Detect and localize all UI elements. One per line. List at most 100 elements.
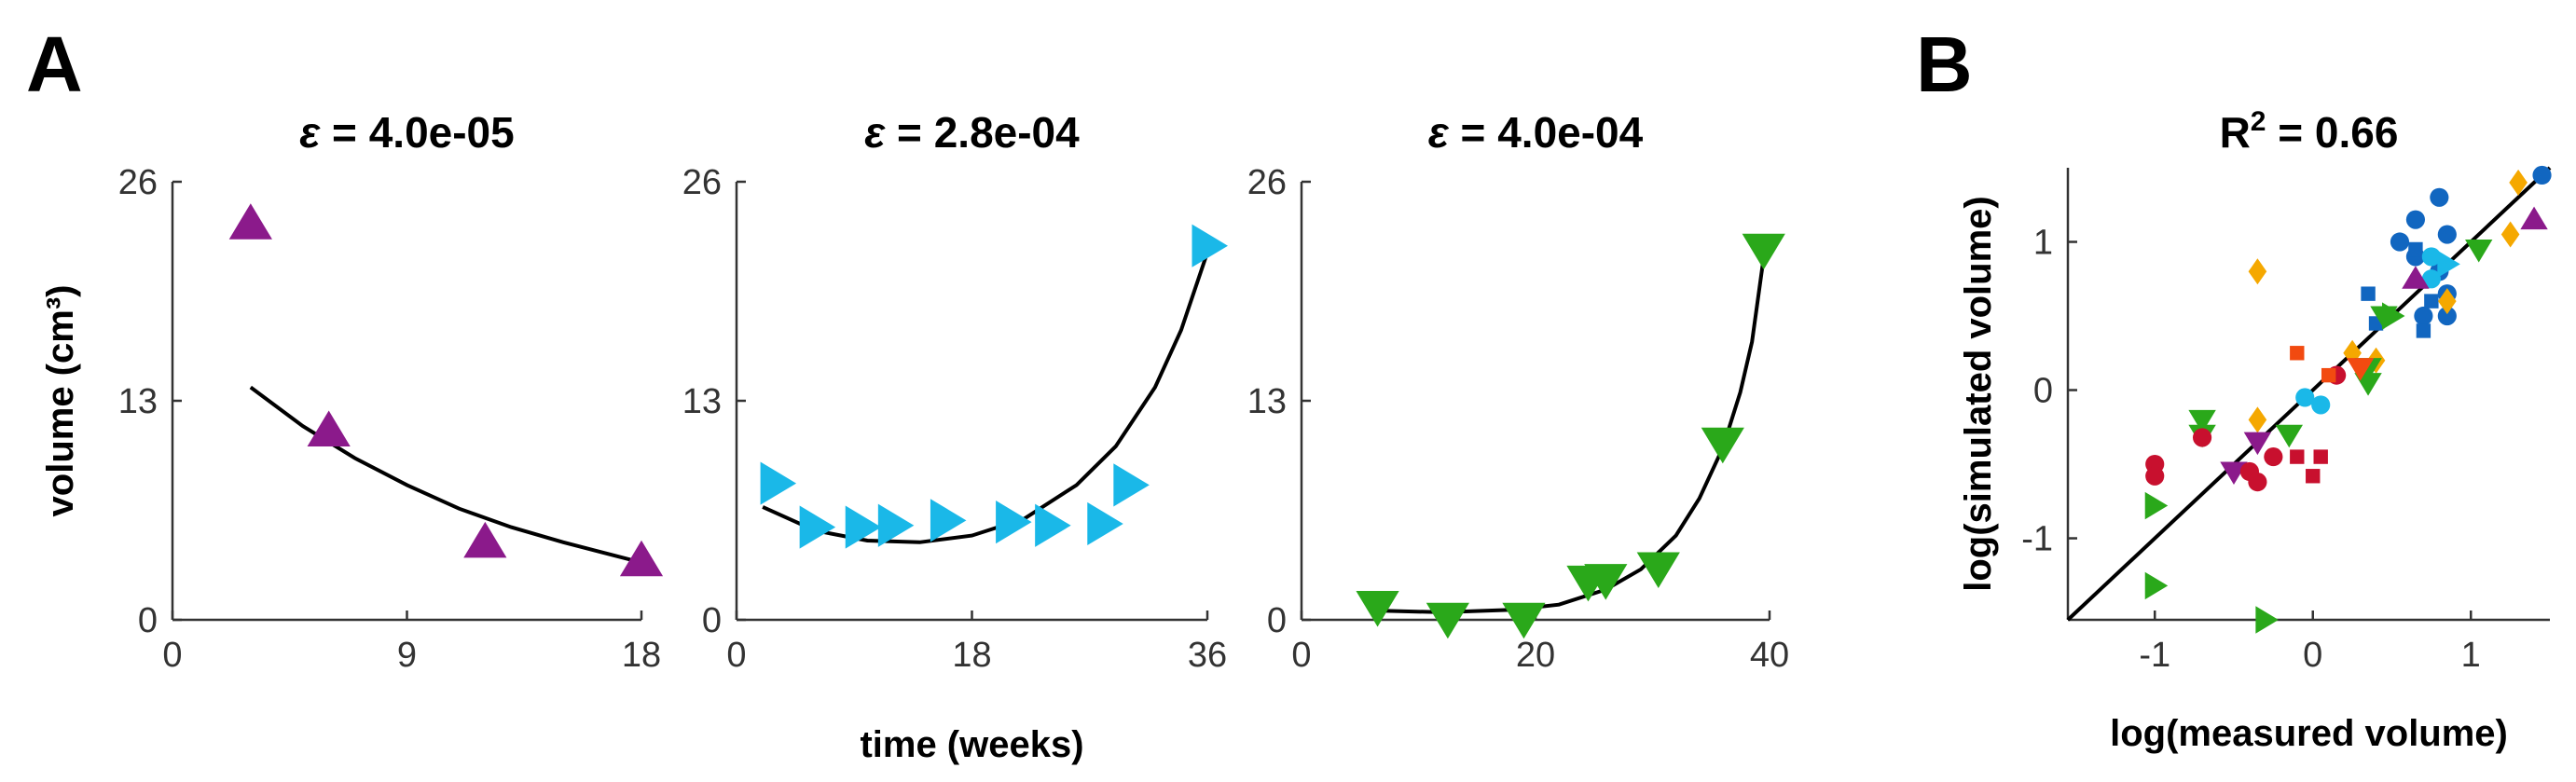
fit-curve [249,385,642,565]
data-point [1426,602,1469,639]
data-point [2290,449,2305,464]
y-tick-label: -1 [2021,520,2053,559]
data-point [877,503,915,547]
y-tick-label: 26 [682,163,722,202]
data-point [2144,571,2169,600]
y-axis-label: log(simulated volume) [1958,196,1999,592]
data-point [307,410,351,447]
x-tick-label: 18 [622,636,661,675]
data-point [2402,266,2430,289]
y-tick-label: 26 [1247,163,1287,202]
data-point [1584,564,1628,600]
data-point [996,501,1032,544]
x-axis-label: log(measured volume) [2110,713,2508,754]
data-point [799,505,836,549]
y-axis-label: volume (cm³) [40,285,81,517]
x-tick-label: 36 [1188,636,1227,675]
data-point [1192,224,1228,268]
x-tick-label: 1 [2461,636,2481,675]
x-tick-label: 9 [397,636,417,675]
data-point [2311,395,2331,415]
data-point [2243,432,2272,456]
data-point [2421,269,2441,289]
data-point [2381,302,2405,330]
chart-title: ε = 4.0e-05 [299,108,514,157]
panel-label-b: B [1916,21,1973,108]
x-tick-label: 20 [1516,636,1555,675]
data-point [2465,239,2493,263]
x-tick-label: 0 [726,636,746,675]
y-tick-label: 13 [1247,382,1287,421]
y-tick-label: 1 [2033,224,2053,263]
data-point [2313,449,2328,464]
x-tick-label: -1 [2139,636,2170,675]
x-tick-label: 40 [1750,636,1789,675]
y-tick-label: 13 [682,382,722,421]
data-point [2255,606,2279,634]
data-point [2430,187,2449,207]
chart-panel-4: -1 0 1 -1 0 1 R2 = 0.66 log(measured volume) log… [1958,106,2552,754]
data-point [2408,241,2423,257]
y-tick-label: 0 [1267,601,1287,640]
chart-panel-3: 0 20 40 0 13 26 ε = 4.0e-04 [1247,108,1789,675]
data-point [2416,323,2431,338]
data-point [1742,233,1785,270]
data-point [619,540,664,577]
data-point [2193,428,2212,447]
chart-panel-2: 0 18 36 0 13 26 ε = 2.8e-04 time (weeks) [682,108,1228,765]
data-point [2390,232,2410,252]
panels: 0 9 18 0 13 26 ε = 4.0e-05 volume (cm³) 0 18 36 0 13… [40,106,2552,765]
data-point [2532,165,2552,185]
x-tick-label: 18 [952,636,991,675]
data-point [2509,169,2528,196]
chart-title: ε = 2.8e-04 [864,108,1080,157]
x-tick-label: 0 [1291,636,1311,675]
data-point [463,521,507,558]
data-point [2290,346,2305,361]
data-point [2248,473,2267,492]
data-point [2346,358,2375,381]
data-point [2438,288,2457,315]
data-point [2145,466,2165,486]
data-point [760,461,797,505]
x-axis-label: time (weeks) [860,724,1083,765]
data-point [2275,424,2304,448]
data-point [2405,210,2425,229]
data-point [1502,602,1546,639]
data-point [2295,388,2315,407]
data-point [228,203,272,240]
data-point [2361,286,2376,301]
data-point [2248,258,2267,285]
data-point [2321,367,2336,383]
data-point [2437,225,2457,244]
y-tick-label: 13 [118,382,158,421]
y-tick-label: 26 [118,163,158,202]
y-tick-label: 0 [138,601,158,640]
data-point [2437,250,2460,279]
panel-label-a: A [26,21,83,108]
data-point [845,505,882,549]
chart-panel-1: 0 9 18 0 13 26 ε = 4.0e-05 volume (cm³) [40,108,664,675]
data-point [2437,306,2457,326]
data-point [1701,427,1744,464]
y-tick-label: 0 [2033,372,2053,411]
x-tick-label: 0 [2303,636,2322,675]
x-tick-label: 0 [162,636,182,675]
data-point [2421,247,2441,267]
data-point [2520,206,2548,230]
fit-curve [762,252,1209,544]
data-point [2264,447,2283,467]
data-point [2414,306,2433,326]
data-point [1636,552,1680,588]
data-point [1113,463,1150,507]
chart-title: ε = 4.0e-04 [1428,108,1644,157]
data-point [1087,501,1123,546]
data-point [1035,503,1071,547]
data-point [2144,491,2169,520]
data-point [1356,591,1399,627]
data-point [930,499,967,542]
chart-title: R2 = 0.66 [2220,106,2399,157]
y-tick-label: 0 [702,601,722,640]
data-point [2220,461,2248,485]
